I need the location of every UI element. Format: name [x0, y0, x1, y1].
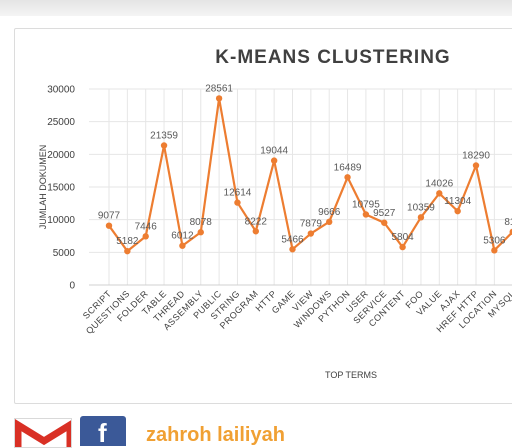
y-tick-label: 15000: [47, 183, 75, 194]
y-tick-label: 0: [69, 281, 75, 292]
data-point: [363, 211, 369, 217]
data-label: 18290: [462, 151, 490, 162]
data-label: 9666: [318, 207, 341, 218]
data-label: 7446: [135, 221, 158, 232]
data-point: [253, 228, 259, 234]
data-point: [344, 174, 350, 180]
y-tick-label: 30000: [47, 85, 75, 96]
y-tick-label: 25000: [47, 117, 75, 128]
data-point: [289, 246, 295, 252]
data-point: [436, 190, 442, 196]
gmail-icon[interactable]: [14, 418, 72, 448]
data-label: 8222: [245, 216, 268, 227]
y-tick-label: 5000: [53, 248, 76, 259]
data-point: [399, 244, 405, 250]
footer: f zahroh lailiyah: [0, 410, 512, 440]
data-label: 9527: [373, 208, 396, 219]
data-point: [179, 243, 185, 249]
facebook-icon[interactable]: f: [80, 416, 126, 446]
data-point: [106, 222, 112, 228]
line-chart: K-MEANS CLUSTERING JUMLAH DOKUMEN TOP TE…: [15, 29, 512, 403]
chart-title: K-MEANS CLUSTERING: [215, 47, 450, 68]
data-point: [124, 248, 130, 254]
facebook-letter: f: [98, 418, 107, 446]
data-point: [454, 208, 460, 214]
y-tick-labels: 0 5000 10000 15000 20000 25000 30000: [47, 85, 75, 292]
data-label: 11304: [444, 196, 472, 207]
data-label: 5466: [281, 234, 304, 245]
data-label: 8078: [190, 217, 213, 228]
data-point: [308, 230, 314, 236]
data-point: [234, 199, 240, 205]
data-point: [216, 95, 222, 101]
data-label: 10359: [407, 202, 435, 213]
data-label: 19044: [260, 146, 288, 157]
data-point: [326, 219, 332, 225]
data-point: [198, 229, 204, 235]
data-point: [473, 162, 479, 168]
author-name: zahroh lailiyah: [146, 424, 285, 447]
data-label: 7879: [300, 219, 323, 230]
x-axis-label: TOP TERMS: [325, 370, 377, 380]
data-label: 6012: [171, 231, 194, 242]
x-tick-labels: SCRIPTQUESTIONSFOLDERTABLETHREADASSEMBLY…: [81, 288, 512, 336]
data-point: [381, 220, 387, 226]
data-point: [271, 157, 277, 163]
top-band: [0, 0, 512, 16]
data-point: [161, 142, 167, 148]
data-label: 5804: [391, 232, 414, 243]
data-point: [418, 214, 424, 220]
y-tick-label: 20000: [47, 150, 75, 161]
data-point: [491, 247, 497, 253]
y-tick-label: 10000: [47, 215, 75, 226]
data-label: 16489: [334, 162, 362, 173]
data-label: 5182: [116, 236, 139, 247]
data-label: 12614: [224, 188, 252, 199]
chart-card: K-MEANS CLUSTERING JUMLAH DOKUMEN TOP TE…: [14, 28, 512, 404]
series: [106, 95, 512, 254]
data-label: 9077: [98, 211, 121, 222]
data-label: 28561: [205, 83, 233, 94]
data-label: 5306: [483, 235, 506, 246]
data-point: [143, 233, 149, 239]
data-label: 813: [504, 217, 512, 228]
gmail-envelope-icon: [15, 419, 72, 448]
data-label: 21359: [150, 130, 178, 141]
data-label: 14026: [425, 178, 453, 189]
